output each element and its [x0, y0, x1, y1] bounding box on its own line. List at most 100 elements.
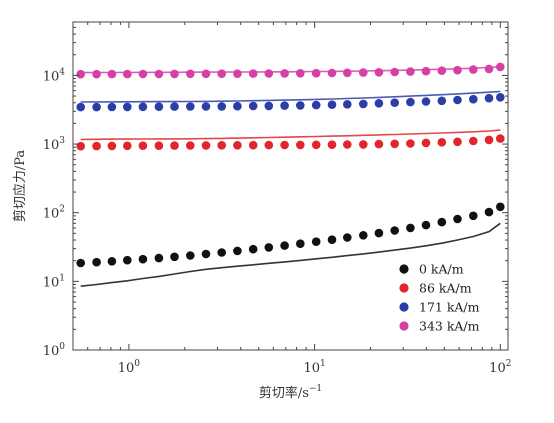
x-tick-label: 101	[303, 359, 325, 376]
data-point	[92, 141, 101, 151]
x-tick-label-exponent: 1	[320, 359, 326, 369]
legend-label: 0 kA/m	[419, 262, 464, 277]
data-point	[311, 68, 321, 78]
legend-label: 86 kA/m	[419, 281, 472, 296]
data-point	[154, 141, 164, 150]
data-point	[76, 141, 85, 151]
series-3	[76, 62, 505, 79]
data-point	[233, 141, 242, 150]
data-point	[406, 223, 415, 233]
data-point	[469, 94, 478, 104]
data-point	[453, 95, 462, 105]
data-point	[484, 64, 494, 74]
data-point	[453, 65, 462, 75]
data-point	[123, 69, 132, 79]
data-point	[374, 228, 384, 238]
series-line	[80, 66, 501, 74]
data-point	[343, 140, 352, 149]
y-tick-label-base: 10	[43, 275, 60, 290]
x-axis-label-exponent: −1	[309, 384, 322, 394]
x-tick-label-base: 10	[489, 361, 506, 376]
data-point	[296, 101, 305, 110]
data-point	[138, 254, 148, 264]
x-tick-label-base: 10	[118, 361, 135, 376]
data-point	[217, 69, 226, 78]
legend-item: 86 kA/m	[399, 281, 472, 296]
data-point	[469, 211, 478, 221]
data-point	[421, 97, 431, 106]
data-point	[311, 100, 321, 110]
data-point	[76, 258, 85, 268]
data-point	[437, 66, 447, 75]
data-point	[496, 62, 505, 72]
data-point	[107, 69, 117, 79]
data-point	[280, 101, 289, 110]
y-tick-label-base: 10	[43, 138, 60, 153]
data-point	[154, 253, 164, 263]
data-point	[359, 99, 368, 109]
data-point	[327, 235, 337, 244]
y-tick-label: 103	[43, 136, 66, 153]
data-point	[327, 100, 337, 109]
data-point	[280, 69, 289, 78]
data-point	[92, 102, 101, 112]
data-point	[123, 141, 132, 151]
y-axis-label: 剪切应力/Pa	[12, 150, 28, 223]
data-point	[359, 231, 368, 240]
data-point	[406, 67, 415, 76]
data-point	[359, 68, 368, 77]
data-point	[154, 102, 164, 111]
legend-marker	[399, 283, 409, 293]
y-tick-label: 102	[43, 205, 65, 222]
data-point	[469, 65, 478, 74]
data-point	[201, 249, 211, 259]
data-point	[280, 140, 289, 150]
data-point	[123, 102, 132, 112]
data-point	[170, 141, 179, 150]
data-point	[138, 102, 148, 112]
y-tick-label: 104	[43, 67, 66, 84]
data-point	[107, 257, 117, 266]
data-point	[484, 135, 494, 145]
data-point	[421, 220, 431, 230]
x-tick-label-exponent: 0	[134, 359, 140, 369]
data-point	[170, 69, 179, 79]
data-point	[92, 257, 101, 267]
data-point	[138, 69, 148, 79]
data-point	[311, 140, 321, 150]
x-axis-label: 剪切率/s−1	[259, 384, 322, 401]
y-tick-label-exponent: 4	[59, 67, 65, 77]
data-point	[217, 248, 226, 257]
data-point	[201, 69, 211, 79]
data-point	[343, 100, 352, 109]
legend-item: 171 kA/m	[399, 300, 480, 315]
series-1	[76, 129, 505, 151]
series-2	[76, 90, 505, 112]
data-point	[264, 101, 274, 111]
y-tick-label: 100	[43, 342, 66, 359]
data-point	[248, 101, 258, 111]
plot-frame	[72, 21, 509, 351]
data-point	[496, 134, 505, 143]
data-point	[154, 69, 164, 79]
data-point	[406, 97, 415, 107]
data-point	[453, 137, 462, 147]
data-point	[280, 241, 289, 250]
data-point	[437, 138, 447, 147]
data-point	[186, 251, 195, 260]
data-point	[217, 102, 226, 111]
data-point	[201, 141, 211, 150]
legend: 0 kA/m 86 kA/m 171 kA/m 343 kA/m	[399, 262, 480, 334]
data-point	[107, 141, 117, 151]
data-point	[390, 98, 400, 107]
data-point	[437, 217, 447, 227]
data-point	[170, 102, 179, 111]
data-point	[296, 239, 305, 248]
data-point	[484, 207, 494, 217]
y-tick-label-exponent: 2	[59, 205, 65, 215]
data-point	[248, 140, 258, 150]
data-point	[233, 246, 242, 256]
data-point	[186, 141, 195, 150]
data-point	[296, 140, 305, 150]
